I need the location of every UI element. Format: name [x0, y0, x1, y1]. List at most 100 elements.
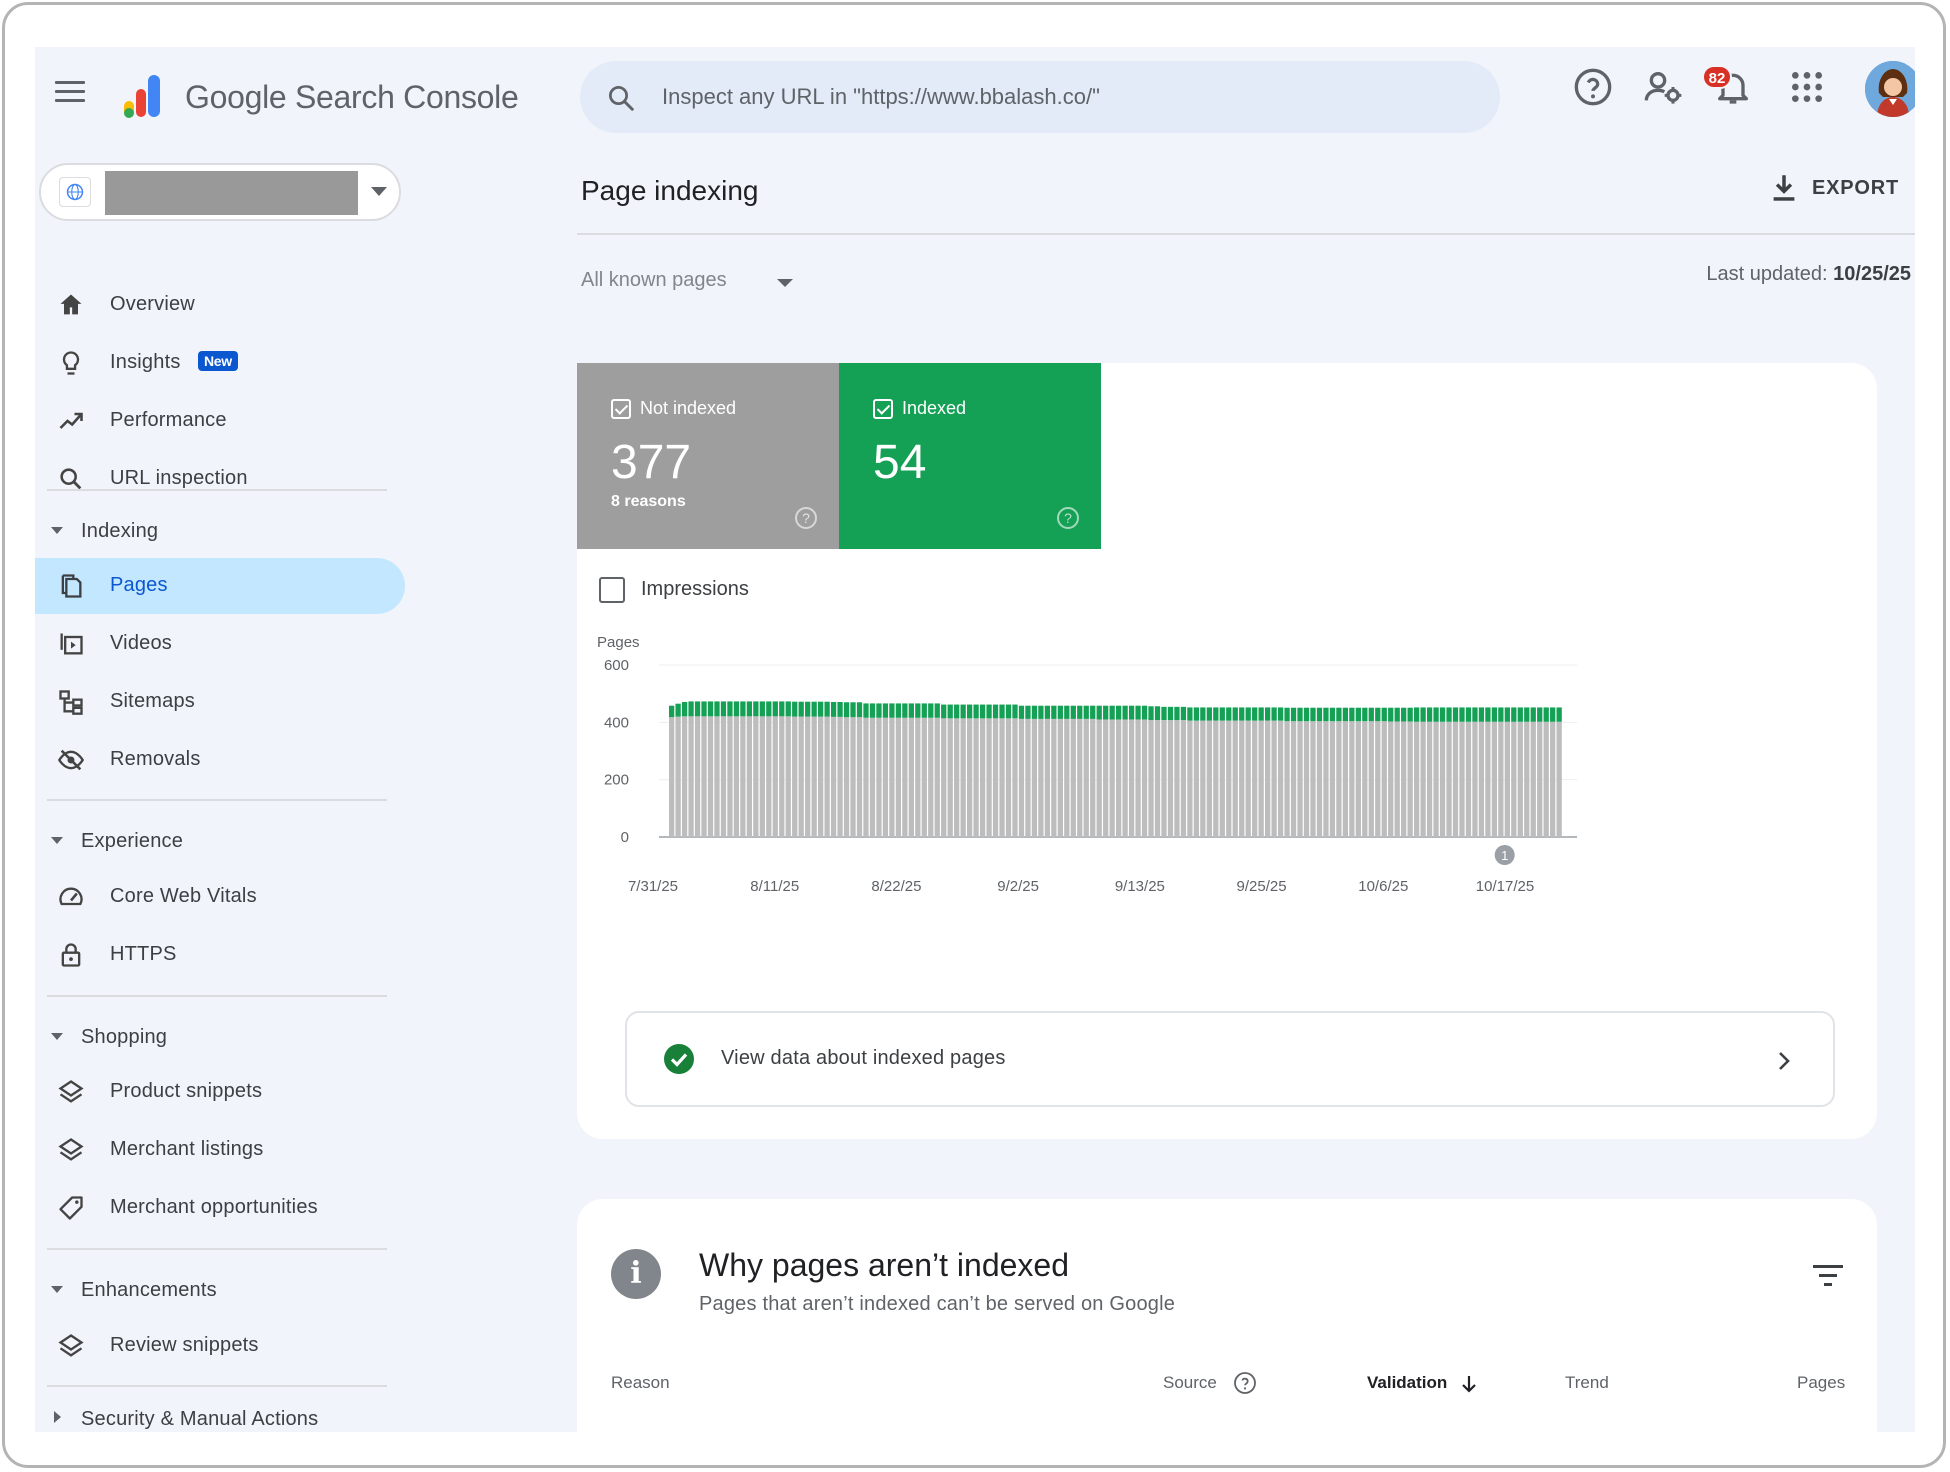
bar-not-indexed — [1128, 719, 1135, 837]
video-icon — [60, 633, 83, 655]
bar-indexed — [921, 703, 927, 718]
bar-indexed — [1530, 707, 1536, 722]
bar-indexed — [1368, 707, 1374, 722]
bar-not-indexed — [779, 716, 785, 837]
gauge-icon — [59, 887, 83, 906]
column-header-trend[interactable]: Trend — [1565, 1373, 1609, 1392]
bar-not-indexed — [1239, 720, 1245, 837]
bar-indexed — [707, 701, 714, 717]
app-title: Google Search Console — [185, 79, 519, 115]
bar-indexed — [1498, 707, 1504, 722]
bar-indexed — [1465, 707, 1472, 722]
bar-not-indexed — [1550, 721, 1556, 837]
bar-indexed — [1122, 705, 1128, 720]
url-inspect-search[interactable] — [580, 61, 1500, 133]
filter-icon[interactable] — [1813, 1265, 1843, 1287]
annotation-marker — [1494, 845, 1515, 865]
column-header-pages[interactable]: Pages — [1797, 1373, 1846, 1392]
page-filter-dropdown[interactable]: All known pages — [581, 263, 801, 303]
bar-not-indexed — [1167, 720, 1174, 837]
bar-indexed — [1394, 707, 1400, 722]
tile-value: 377 — [611, 436, 692, 489]
bar-indexed — [889, 703, 895, 718]
avatar[interactable] — [1865, 61, 1915, 117]
bar-indexed — [1077, 705, 1083, 719]
bar-not-indexed — [1491, 721, 1498, 837]
tile-not-indexed[interactable]: Not indexed 377 8 reasons ? — [577, 363, 839, 549]
caret-down-icon — [51, 1286, 63, 1293]
nav-pages[interactable]: Pages — [35, 558, 405, 614]
view-indexed-pages-link[interactable]: View data about indexed pages — [625, 1011, 1835, 1107]
x-tick-label: 8/11/25 — [750, 878, 799, 895]
nav-product-snippets[interactable]: Product snippets — [35, 1064, 405, 1120]
nav-videos[interactable]: Videos — [35, 616, 405, 672]
bar-indexed — [1096, 705, 1102, 720]
bar-not-indexed — [960, 718, 966, 837]
nav-removals[interactable]: Removals — [35, 732, 405, 788]
help-icon[interactable]: ? — [795, 507, 817, 529]
help-icon[interactable] — [1233, 1371, 1257, 1395]
section-security-manual-actions[interactable]: Security & Manual Actions — [35, 1397, 405, 1432]
checkbox-checked-icon[interactable] — [873, 399, 893, 419]
bar-not-indexed — [753, 716, 759, 837]
nav-merchant-opportunities[interactable]: Merchant opportunities — [35, 1180, 405, 1236]
sitemap-icon — [59, 690, 83, 715]
bar-indexed — [1148, 706, 1154, 721]
search-console-logo — [124, 75, 160, 118]
url-inspect-input[interactable] — [662, 75, 1442, 119]
section-shopping[interactable]: Shopping — [35, 1015, 405, 1061]
nav-https[interactable]: HTTPS — [35, 927, 405, 983]
search-icon — [60, 468, 82, 490]
bar-indexed — [830, 701, 837, 717]
section-experience[interactable]: Experience — [35, 819, 405, 865]
divider — [47, 1385, 387, 1387]
apps-grid-icon[interactable] — [1787, 67, 1827, 107]
bar-not-indexed — [1213, 720, 1219, 837]
bar-not-indexed — [1271, 720, 1277, 837]
nav-merchant-listings[interactable]: Merchant listings — [35, 1122, 405, 1178]
bar-not-indexed — [1446, 721, 1452, 837]
bar-not-indexed — [1537, 721, 1543, 837]
nav-performance[interactable]: Performance — [35, 393, 405, 449]
nav-core-web-vitals[interactable]: Core Web Vitals — [35, 869, 405, 925]
nav-insights[interactable]: Insights New — [35, 335, 405, 391]
section-label: Shopping — [81, 1026, 168, 1048]
section-indexing[interactable]: Indexing — [35, 509, 405, 555]
pages-icon — [61, 574, 82, 598]
users-settings-icon[interactable] — [1643, 67, 1683, 107]
menu-icon[interactable] — [55, 81, 85, 102]
bar-indexed — [967, 704, 973, 719]
bar-indexed — [675, 703, 681, 717]
bar-not-indexed — [1368, 721, 1374, 837]
bar-not-indexed — [1174, 720, 1180, 837]
filter-selected: All known pages — [581, 269, 727, 291]
nav-review-snippets[interactable]: Review snippets — [35, 1318, 405, 1374]
bar-indexed — [915, 703, 921, 718]
property-selector[interactable] — [39, 163, 401, 221]
column-header-reason[interactable]: Reason — [611, 1373, 670, 1392]
column-header-source[interactable]: Source — [1163, 1373, 1217, 1392]
bar-not-indexed — [902, 717, 908, 837]
bar-indexed — [1336, 707, 1342, 722]
bar-indexed — [1433, 707, 1439, 722]
nav-sitemaps[interactable]: Sitemaps — [35, 674, 405, 730]
indexing-chart: Pages 0 200 400 600 1 7/31/25 8/11/25 8/22/25 9/2… — [597, 634, 1577, 895]
checkbox-checked-icon[interactable] — [611, 399, 631, 419]
sort-down-icon[interactable] — [1461, 1375, 1477, 1393]
nav-url-inspection[interactable]: URL inspection — [35, 451, 405, 507]
impressions-checkbox[interactable] — [599, 577, 625, 603]
help-icon[interactable] — [1573, 67, 1613, 107]
new-badge: New — [198, 351, 238, 371]
bar-indexed — [1128, 705, 1135, 720]
nav-overview[interactable]: Overview — [35, 277, 405, 333]
bar-not-indexed — [876, 717, 882, 837]
bar-indexed — [1064, 705, 1070, 719]
bar-indexed — [792, 701, 798, 717]
help-icon[interactable]: ? — [1057, 507, 1079, 529]
column-header-validation[interactable]: Validation — [1367, 1373, 1448, 1392]
section-enhancements[interactable]: Enhancements — [35, 1268, 405, 1314]
nav-label: Review snippets — [110, 1334, 259, 1356]
bar-not-indexed — [1342, 721, 1349, 837]
tile-indexed[interactable]: Indexed 54 ? — [839, 363, 1101, 549]
bar-indexed — [824, 701, 830, 717]
